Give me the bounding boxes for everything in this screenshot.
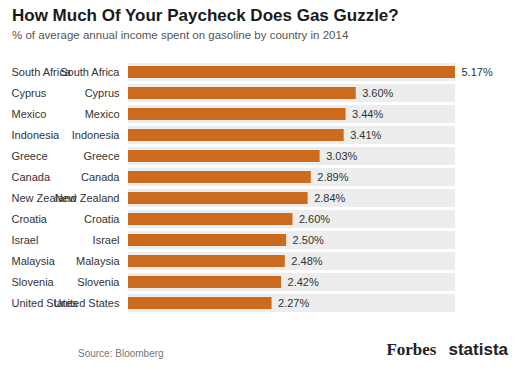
svg-text:Mexico: Mexico (85, 108, 120, 120)
svg-text:Croatia: Croatia (84, 213, 120, 225)
svg-text:2.89%: 2.89% (317, 171, 348, 183)
svg-text:Croatia: Croatia (12, 213, 48, 225)
svg-text:United States: United States (12, 297, 79, 309)
svg-text:2.50%: 2.50% (293, 234, 324, 246)
svg-text:2.84%: 2.84% (314, 192, 345, 204)
html-text:Forbes: Forbes (386, 340, 437, 359)
svg-text:United States: United States (53, 297, 120, 309)
svg-text:Malaysia: Malaysia (76, 255, 120, 267)
svg-text:3.03%: 3.03% (326, 150, 357, 162)
svg-text:3.60%: 3.60% (362, 87, 393, 99)
html-text:Source: Bloomberg: Source: Bloomberg (78, 348, 164, 359)
svg-text:Indonesia: Indonesia (72, 129, 121, 141)
svg-text:3.41%: 3.41% (350, 129, 381, 141)
svg-text:Canada: Canada (81, 171, 120, 183)
svg-text:Greece: Greece (83, 150, 119, 162)
svg-text:Slovenia: Slovenia (77, 276, 120, 288)
svg-text:South Africa: South Africa (60, 66, 120, 78)
svg-text:3.44%: 3.44% (352, 108, 383, 120)
svg-text:Cyprus: Cyprus (85, 87, 120, 99)
svg-text:2.60%: 2.60% (299, 213, 330, 225)
svg-text:Greece: Greece (12, 150, 48, 162)
svg-text:Malaysia: Malaysia (12, 255, 56, 267)
svg-text:Cyprus: Cyprus (12, 87, 47, 99)
svg-text:Israel: Israel (93, 234, 120, 246)
svg-text:2.27%: 2.27% (278, 297, 309, 309)
svg-text:Indonesia: Indonesia (12, 129, 61, 141)
svg-text:2.42%: 2.42% (288, 276, 319, 288)
svg-text:South Africa: South Africa (12, 66, 72, 78)
html-text:% of average annual income spe: % of average annual income spent on gaso… (12, 29, 349, 41)
svg-text:2.48%: 2.48% (291, 255, 322, 267)
html-text:How Much Of Your Paycheck Does: How Much Of Your Paycheck Does Gas Guzzl… (12, 6, 399, 25)
svg-text:Israel: Israel (12, 234, 39, 246)
html-text:statista: statista (448, 340, 508, 359)
svg-text:New Zealand: New Zealand (12, 192, 77, 204)
svg-text:5.17%: 5.17% (462, 66, 493, 78)
svg-text:Canada: Canada (12, 171, 51, 183)
svg-text:New Zealand: New Zealand (54, 192, 120, 204)
svg-text:Mexico: Mexico (12, 108, 47, 120)
svg-text:Slovenia: Slovenia (12, 276, 55, 288)
